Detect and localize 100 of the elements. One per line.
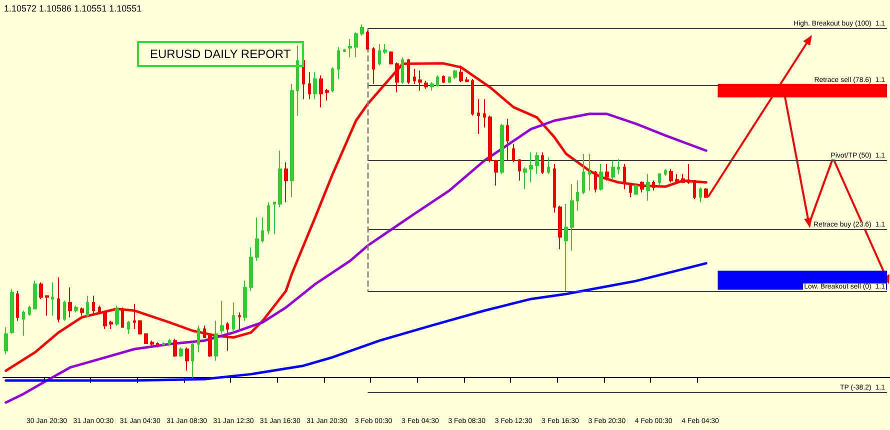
candlestick — [226, 322, 229, 352]
candlestick — [238, 312, 241, 330]
candlestick — [278, 150, 282, 208]
candlestick — [541, 152, 544, 174]
candlestick — [313, 72, 317, 100]
candlestick — [133, 303, 136, 330]
candlestick — [63, 300, 66, 322]
candlestick — [418, 70, 422, 92]
candlestick — [348, 38, 352, 58]
candlestick — [121, 306, 124, 328]
candlestick — [383, 43, 387, 54]
candlestick — [197, 325, 200, 353]
candlestick — [576, 180, 579, 212]
candlestick — [372, 46, 375, 84]
candlestick — [138, 320, 142, 334]
candlestick — [354, 32, 358, 58]
candlestick — [57, 276, 60, 323]
candlestick — [488, 115, 492, 163]
candlestick — [669, 168, 673, 183]
candlestick — [442, 74, 445, 84]
candlestick — [564, 203, 568, 292]
candlestick — [640, 180, 644, 193]
text: 1.10572 1.10586 1.10551 1.10551 — [4, 4, 142, 14]
candlestick — [80, 306, 84, 316]
candlestick — [629, 182, 632, 198]
candlestick — [553, 164, 556, 213]
candlestick — [401, 56, 404, 84]
candlestick — [144, 332, 148, 345]
candlestick — [529, 152, 533, 183]
candlestick — [86, 295, 89, 318]
candlestick — [477, 98, 480, 135]
candlestick — [634, 184, 638, 196]
candlestick — [664, 168, 667, 176]
candlestick — [611, 160, 615, 180]
candlestick — [570, 183, 574, 252]
candlestick — [51, 282, 54, 316]
candlestick — [39, 282, 43, 300]
candlestick — [518, 158, 521, 182]
candlestick — [465, 76, 469, 83]
candlestick — [658, 172, 661, 186]
candlestick — [203, 325, 206, 339]
candlestick — [45, 295, 49, 316]
candlestick — [483, 98, 486, 128]
candlestick — [594, 170, 597, 193]
candlestick — [232, 302, 235, 332]
candlestick — [22, 310, 25, 336]
candlestick — [424, 80, 428, 90]
candlestick — [98, 305, 101, 315]
candlestick — [652, 180, 655, 192]
candlestick — [92, 295, 95, 316]
candlestick — [214, 320, 218, 362]
candlestick — [109, 320, 113, 330]
candlestick — [500, 123, 504, 174]
candlestick — [296, 44, 299, 116]
candlestick — [605, 164, 609, 182]
candlestick — [617, 158, 620, 174]
candlestick — [331, 66, 334, 93]
candlestick — [523, 166, 527, 190]
candlestick — [191, 342, 194, 378]
candlestick — [687, 164, 690, 184]
candlestick — [290, 83, 294, 198]
candlestick — [156, 342, 159, 348]
candlestick — [255, 216, 259, 262]
candlestick — [699, 186, 702, 203]
candlestick — [261, 216, 264, 243]
candlestick — [249, 246, 253, 292]
candlestick — [74, 305, 78, 313]
candlestick — [208, 333, 212, 358]
candlestick — [675, 173, 679, 184]
candlestick — [16, 290, 19, 322]
candlestick — [308, 72, 311, 100]
candlestick — [623, 164, 626, 190]
candlestick — [267, 202, 270, 234]
candlestick — [68, 286, 72, 318]
candlestick — [459, 65, 463, 83]
candlestick — [588, 153, 591, 192]
candlestick — [453, 69, 457, 80]
candlestick — [162, 342, 165, 346]
candlestick — [535, 152, 539, 174]
candlestick — [599, 164, 603, 192]
candlestick — [185, 346, 189, 372]
candlestick — [319, 74, 323, 108]
candlestick — [343, 48, 346, 53]
candlestick — [558, 205, 562, 250]
candlestick — [512, 143, 515, 163]
candlestick — [243, 280, 247, 322]
candlestick — [378, 43, 381, 66]
candlestick — [413, 68, 416, 84]
candlestick — [360, 24, 364, 36]
candlestick — [430, 82, 434, 92]
candlestick — [103, 310, 107, 330]
candlestick — [284, 162, 288, 203]
candlestick — [4, 326, 8, 355]
candlestick — [127, 320, 130, 334]
candlestick — [494, 159, 498, 186]
candlestick — [325, 88, 329, 101]
candlestick — [448, 76, 451, 84]
candlestick — [389, 50, 393, 65]
candlestick — [506, 118, 509, 162]
candlestick — [366, 30, 369, 50]
